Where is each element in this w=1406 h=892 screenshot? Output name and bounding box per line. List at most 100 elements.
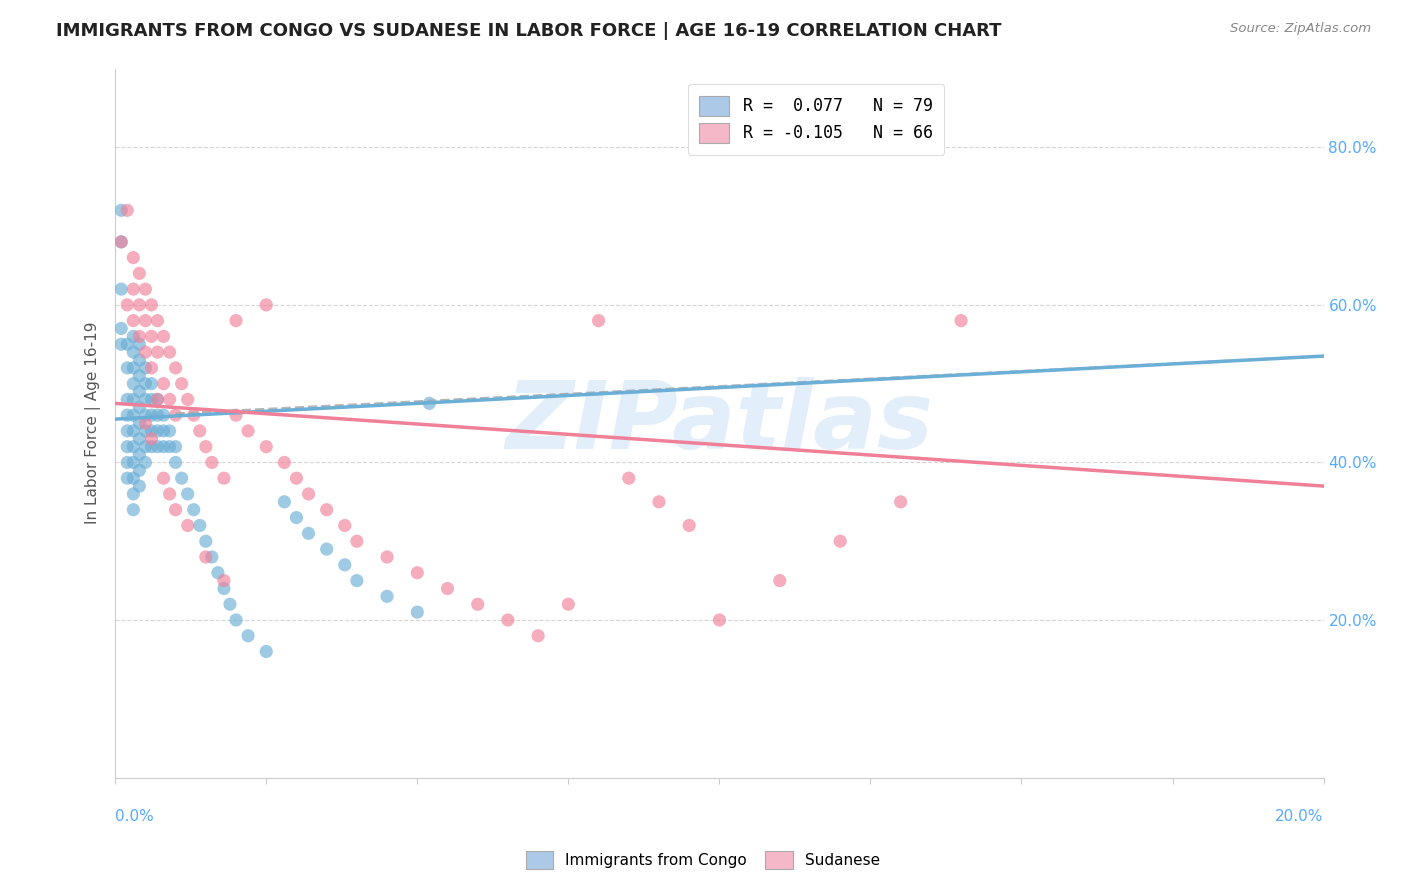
Point	[557, 597, 579, 611]
Point	[128, 266, 150, 280]
Point	[146, 392, 169, 407]
Point	[146, 313, 169, 327]
Point	[159, 392, 181, 407]
Point	[212, 471, 235, 485]
Point	[236, 629, 259, 643]
Point	[375, 549, 398, 564]
Point	[273, 495, 295, 509]
Point	[194, 440, 217, 454]
Point	[418, 396, 440, 410]
Point	[128, 479, 150, 493]
Point	[117, 424, 139, 438]
Point	[588, 313, 610, 327]
Point	[194, 549, 217, 564]
Point	[128, 353, 150, 368]
Point	[122, 471, 145, 485]
Point	[146, 440, 169, 454]
Point	[406, 566, 429, 580]
Point	[152, 440, 174, 454]
Point	[176, 518, 198, 533]
Legend: R =  0.077   N = 79, R = -0.105   N = 66: R = 0.077 N = 79, R = -0.105 N = 66	[688, 84, 945, 154]
Point	[159, 487, 181, 501]
Point	[285, 471, 308, 485]
Point	[110, 282, 132, 296]
Point	[890, 495, 912, 509]
Point	[117, 203, 139, 218]
Point	[122, 455, 145, 469]
Point	[141, 440, 163, 454]
Point	[141, 392, 163, 407]
Point	[110, 235, 132, 249]
Point	[176, 487, 198, 501]
Point	[141, 424, 163, 438]
Point	[146, 392, 169, 407]
Point	[159, 345, 181, 359]
Point	[110, 337, 132, 351]
Point	[225, 613, 247, 627]
Point	[134, 360, 156, 375]
Point	[170, 376, 193, 391]
Point	[122, 345, 145, 359]
Point	[950, 313, 973, 327]
Point	[122, 282, 145, 296]
Point	[128, 384, 150, 399]
Point	[165, 408, 187, 422]
Point	[165, 360, 187, 375]
Point	[315, 502, 337, 516]
Point	[122, 424, 145, 438]
Point	[315, 542, 337, 557]
Point	[134, 408, 156, 422]
Point	[830, 534, 852, 549]
Point	[212, 582, 235, 596]
Point	[254, 298, 277, 312]
Point	[122, 408, 145, 422]
Point	[122, 313, 145, 327]
Text: 20.0%: 20.0%	[1275, 809, 1323, 824]
Point	[146, 408, 169, 422]
Point	[128, 463, 150, 477]
Point	[117, 471, 139, 485]
Point	[152, 329, 174, 343]
Point	[188, 424, 211, 438]
Point	[188, 518, 211, 533]
Point	[678, 518, 700, 533]
Point	[128, 432, 150, 446]
Point	[134, 376, 156, 391]
Point	[152, 471, 174, 485]
Point	[183, 502, 205, 516]
Point	[194, 534, 217, 549]
Point	[134, 392, 156, 407]
Point	[128, 298, 150, 312]
Point	[165, 455, 187, 469]
Point	[110, 321, 132, 335]
Point	[141, 376, 163, 391]
Point	[273, 455, 295, 469]
Point	[496, 613, 519, 627]
Point	[333, 558, 356, 572]
Point	[709, 613, 731, 627]
Point	[128, 368, 150, 383]
Point	[176, 392, 198, 407]
Point	[110, 235, 132, 249]
Point	[146, 424, 169, 438]
Point	[117, 337, 139, 351]
Point	[117, 298, 139, 312]
Point	[122, 502, 145, 516]
Point	[406, 605, 429, 619]
Point	[117, 455, 139, 469]
Point	[236, 424, 259, 438]
Point	[128, 448, 150, 462]
Point	[346, 574, 368, 588]
Point	[134, 455, 156, 469]
Point	[527, 629, 550, 643]
Point	[117, 408, 139, 422]
Point	[134, 282, 156, 296]
Point	[219, 597, 242, 611]
Point	[159, 424, 181, 438]
Point	[134, 313, 156, 327]
Point	[207, 566, 229, 580]
Point	[254, 644, 277, 658]
Point	[165, 502, 187, 516]
Point	[254, 440, 277, 454]
Point	[436, 582, 458, 596]
